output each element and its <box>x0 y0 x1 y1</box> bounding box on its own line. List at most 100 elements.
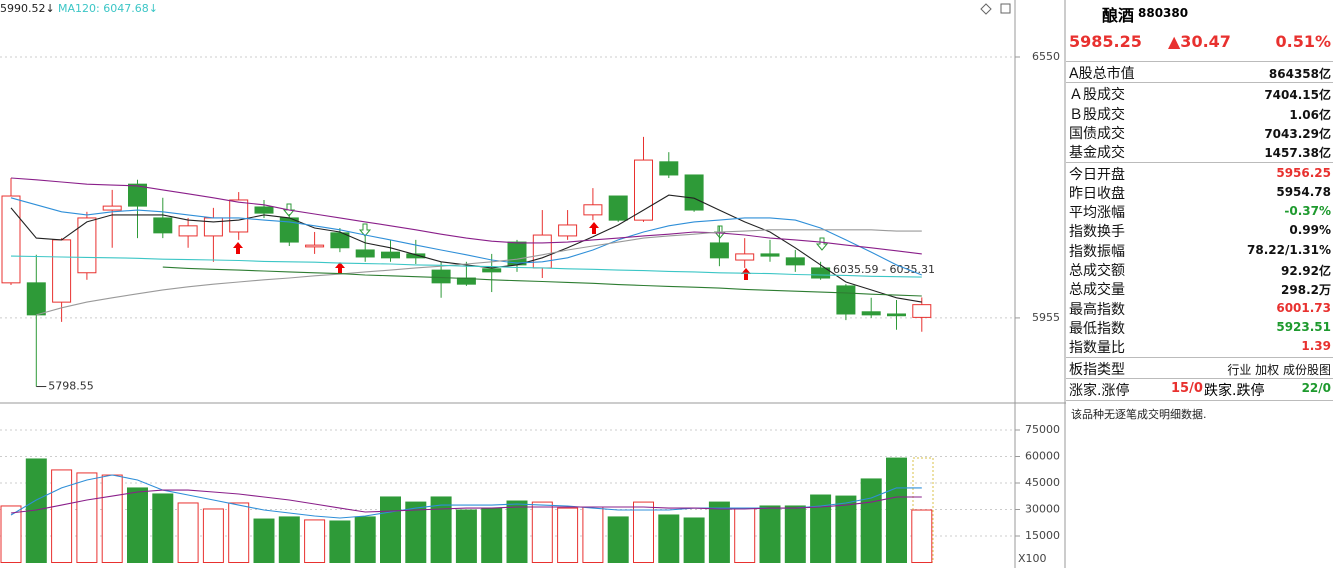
volume-bar <box>911 509 933 564</box>
row-value: 7043.29亿 <box>1264 126 1331 141</box>
candle-body <box>608 195 628 221</box>
chart: 6035.59 - 6035.31 5955 6550 15000 30000 4500… <box>0 0 1066 568</box>
candle-body <box>305 244 325 248</box>
candle-body <box>735 253 755 261</box>
volume-bar <box>354 516 376 564</box>
icon[interactable] <box>980 3 992 15</box>
breadth-value: 15/0 <box>1171 380 1203 396</box>
buy-signal <box>589 222 599 234</box>
candle-body <box>203 217 223 237</box>
candle-body <box>406 253 426 259</box>
volume-bar <box>101 474 123 564</box>
index-name: 酿酒 <box>1102 6 1135 25</box>
volume-bar <box>405 501 427 564</box>
row-value: 0.99% <box>1289 223 1331 238</box>
volume-bar <box>658 514 680 564</box>
y-tick-label: 45000 <box>1025 476 1060 489</box>
legend-entry: MA120: 6047.68↓ <box>58 2 158 15</box>
ma-line <box>10 197 923 276</box>
row-label: 今日开盘 <box>1069 166 1125 183</box>
row-label: 基金成交 <box>1069 145 1125 162</box>
y-tick-label: 60000 <box>1025 449 1060 462</box>
separator <box>1066 399 1333 401</box>
row-label: 指数量比 <box>1069 340 1125 357</box>
candle-body <box>178 225 198 237</box>
volume-bar <box>304 519 326 564</box>
breadth-label: 涨家.涨停 <box>1069 382 1130 399</box>
row-value: 1457.38亿 <box>1264 146 1331 161</box>
change-pct: 0.51% <box>1275 32 1331 51</box>
row-label: 国债成交 <box>1069 125 1125 142</box>
candle-body <box>355 249 375 258</box>
candle-body <box>102 205 122 211</box>
volume-bar <box>278 516 300 564</box>
separator <box>1066 161 1333 163</box>
row-label: 指数换手 <box>1069 224 1125 241</box>
volume-bar <box>860 478 882 564</box>
volume-bar <box>177 502 199 564</box>
separator <box>1066 377 1333 379</box>
volume-bar <box>582 506 604 564</box>
legend-entry: 5990.52↓ <box>0 2 55 15</box>
row-label: 总成交额 <box>1069 263 1125 279</box>
candle-body <box>532 234 552 269</box>
volume-bar <box>228 502 250 564</box>
volume-bar <box>835 495 857 564</box>
sell-signal <box>358 223 372 237</box>
candle-body <box>887 313 906 317</box>
candle-body <box>431 269 451 284</box>
candle-body <box>684 174 704 211</box>
separator <box>1066 61 1333 62</box>
candle-body <box>229 199 249 233</box>
row-value: 1.06亿 <box>1289 107 1331 122</box>
candle-body <box>861 311 881 316</box>
separator <box>1066 82 1333 84</box>
y-tick-label: 6550 <box>1032 50 1060 63</box>
note: 该品种无逐笔成交明细数据. <box>1071 407 1207 421</box>
row-label: 平均涨幅 <box>1069 205 1125 222</box>
volume-bar <box>557 507 579 564</box>
volume-bar <box>886 457 907 564</box>
candle-body <box>912 304 932 318</box>
volume-bar <box>380 496 401 564</box>
buy-signal <box>335 262 345 274</box>
row-value: 5956.25 <box>1276 165 1331 180</box>
volume-bar <box>810 494 832 564</box>
row-value: 78.22/1.31% <box>1247 242 1331 257</box>
row-value: 7404.15亿 <box>1264 88 1331 103</box>
candle-body <box>330 232 350 249</box>
row-value: -0.37% <box>1284 204 1331 219</box>
change: ▲30.47 <box>1168 32 1231 51</box>
index-code: 880380 <box>1138 6 1189 20</box>
volume-bar <box>51 469 73 564</box>
candle-body <box>583 204 603 216</box>
ma-line <box>36 229 922 316</box>
icon[interactable] <box>1000 3 1011 14</box>
candle-body <box>785 257 805 266</box>
volume-bar <box>531 501 553 564</box>
row-value: 864358亿 <box>1268 67 1331 81</box>
y-tick-label: 30000 <box>1025 503 1060 516</box>
volume-bar <box>455 509 477 564</box>
volume-bar <box>329 520 351 564</box>
volume-bar <box>633 501 654 564</box>
price: 5985.25 <box>1069 32 1142 51</box>
candle-body <box>254 206 274 214</box>
unit-label: X100 <box>1018 552 1047 565</box>
y-tick-label: 5955 <box>1032 311 1060 324</box>
separator <box>1066 356 1333 358</box>
row-label: 指数振幅 <box>1069 243 1125 260</box>
row-value: 1.39 <box>1301 339 1331 354</box>
row-value: 92.92亿 <box>1281 264 1331 278</box>
buy-signal <box>741 268 751 280</box>
candle-body <box>52 239 72 303</box>
ma-line <box>10 194 922 303</box>
ma-line <box>10 489 922 514</box>
candle-body <box>811 267 831 279</box>
volume-bar <box>430 496 452 564</box>
row-label: 总成交量 <box>1069 282 1125 299</box>
candle-body <box>709 242 729 259</box>
candle-body <box>77 217 97 274</box>
breadth-value: 22/0 <box>1301 380 1331 395</box>
y-tick-label: 75000 <box>1025 423 1060 436</box>
